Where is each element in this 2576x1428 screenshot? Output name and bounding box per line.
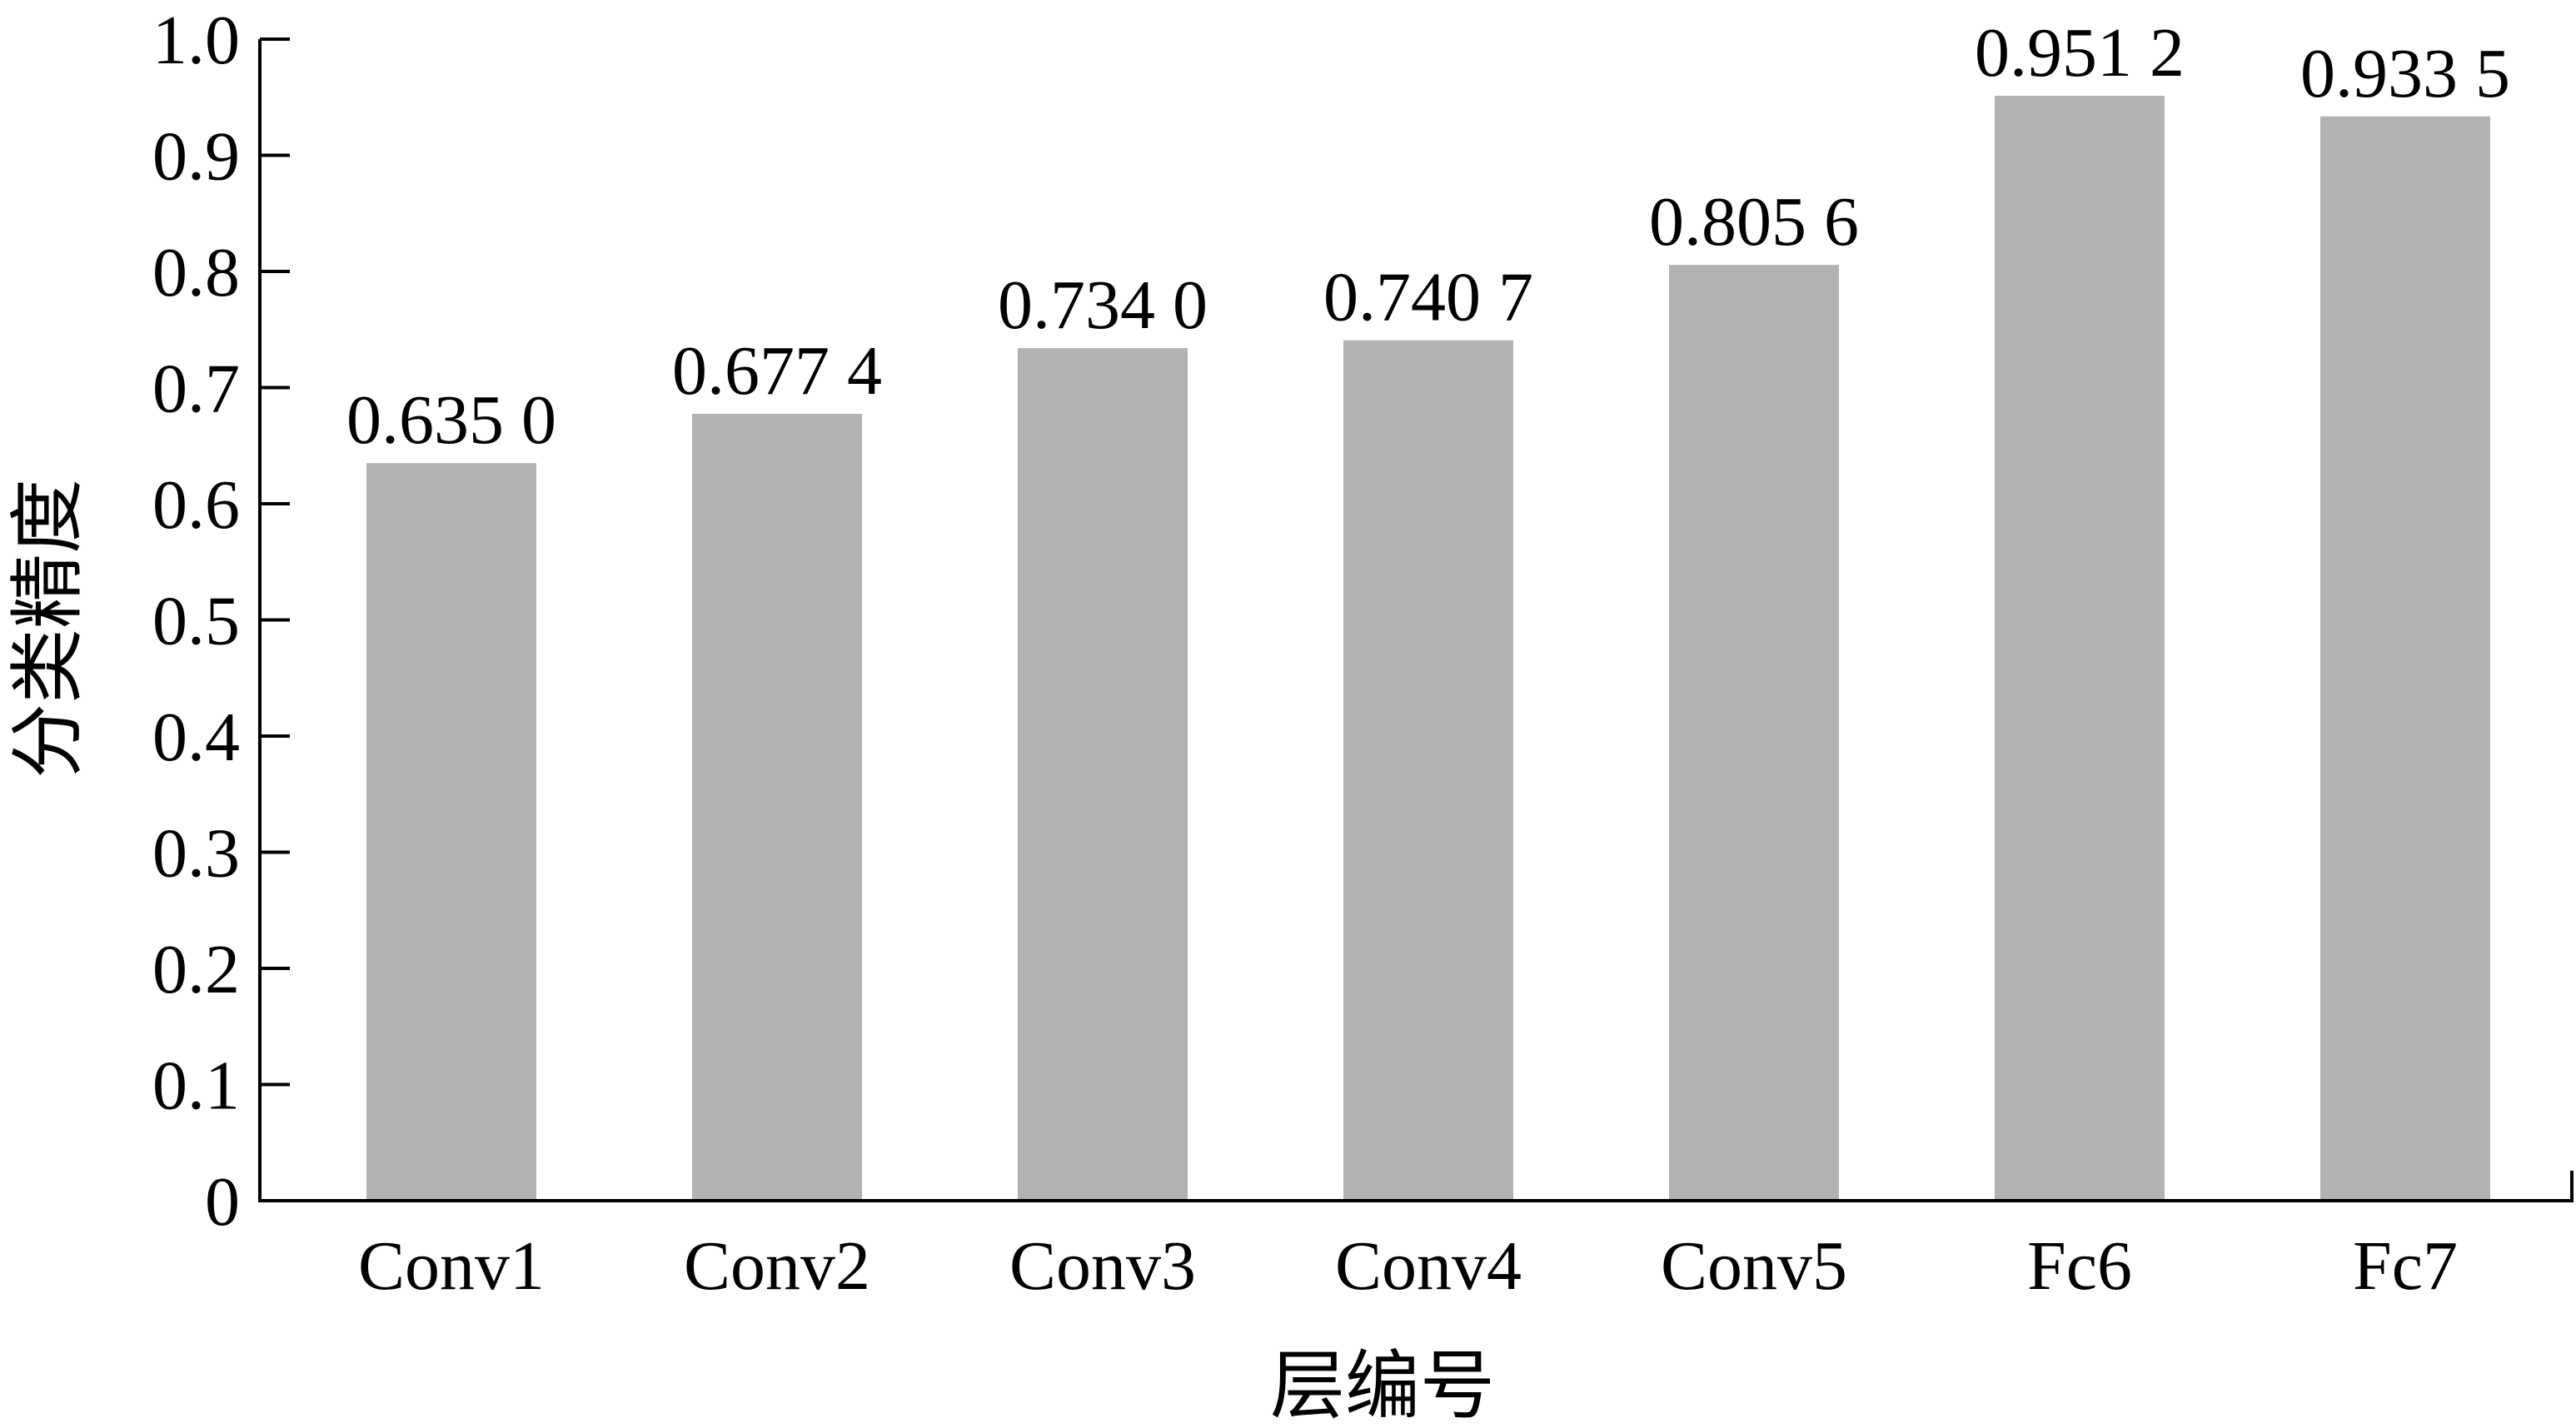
data-label-fc6: 0.951 2 xyxy=(1975,14,2185,92)
y-tick-label: 0.1 xyxy=(152,1047,240,1125)
bar-fc6 xyxy=(1995,96,2165,1201)
y-tick-label: 0.9 xyxy=(152,118,240,196)
x-tick-label-fc7: Fc7 xyxy=(2353,1227,2458,1305)
bar-conv2 xyxy=(692,414,862,1202)
y-tick-label: 0.8 xyxy=(152,234,240,311)
data-labels-group: 0.635 0 0.677 4 0.734 0 0.740 7 0.805 6 0.951… xyxy=(346,14,2510,459)
x-tick-label-fc6: Fc6 xyxy=(2027,1227,2132,1305)
data-label-fc7: 0.933 5 xyxy=(2300,35,2510,112)
y-tick-label: 0.2 xyxy=(152,931,240,1008)
y-tick-label: 1.0 xyxy=(152,2,240,79)
data-label-conv3: 0.734 0 xyxy=(998,266,1208,344)
y-tick-label: 0.5 xyxy=(152,583,240,660)
y-axis-title: 分类精度 xyxy=(7,479,90,779)
y-tick-label: 0.7 xyxy=(152,351,240,428)
bar-fc7 xyxy=(2320,116,2490,1202)
x-tick-label-conv4: Conv4 xyxy=(1335,1227,1522,1305)
data-label-conv2: 0.677 4 xyxy=(672,332,882,410)
x-axis-title: 层编号 xyxy=(1270,1346,1495,1428)
x-axis: Conv1 Conv2 Conv3 Conv4 Conv5 Fc6 Fc7 xyxy=(258,1171,2574,1305)
bar-conv4 xyxy=(1343,340,1513,1201)
y-tick-label: 0.3 xyxy=(152,815,240,893)
x-tick-label-conv1: Conv1 xyxy=(358,1227,545,1305)
y-axis: 0 0.1 0.2 0.3 0.4 0.5 0.6 0.7 0.8 0.9 1.0 xyxy=(152,2,290,1241)
y-tick-label: 0.4 xyxy=(152,699,240,776)
y-tick-label: 0.6 xyxy=(152,466,240,544)
data-label-conv4: 0.740 7 xyxy=(1323,259,1533,336)
data-label-conv1: 0.635 0 xyxy=(346,381,556,459)
x-tick-label-conv2: Conv2 xyxy=(684,1227,870,1305)
bar-conv5 xyxy=(1669,265,1839,1201)
data-label-conv5: 0.805 6 xyxy=(1649,183,1859,261)
x-tick-label-conv3: Conv3 xyxy=(1009,1227,1196,1305)
bar-conv3 xyxy=(1018,348,1188,1201)
bar-conv1 xyxy=(366,463,536,1201)
y-tick-label: 0 xyxy=(205,1163,240,1241)
bars-group xyxy=(366,96,2490,1202)
x-tick-label-conv5: Conv5 xyxy=(1661,1227,1847,1305)
